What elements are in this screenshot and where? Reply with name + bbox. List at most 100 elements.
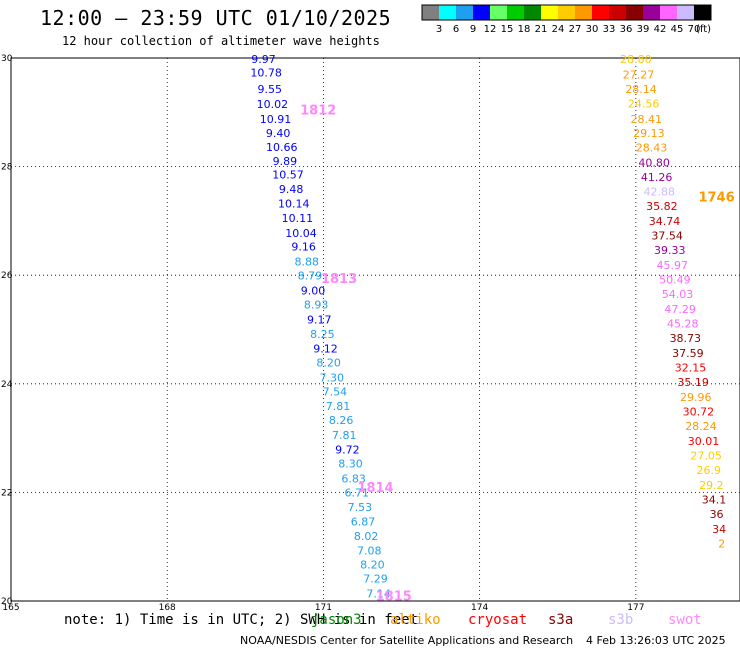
wave-height-label: 10.11 — [282, 212, 314, 225]
wave-height-label: 7.29 — [363, 573, 388, 586]
wave-height-label: 8.79 — [298, 270, 323, 283]
satellite-label-jason3: jason3 — [311, 612, 362, 628]
wave-height-label: 8.20 — [360, 559, 385, 572]
wave-height-label: 7.30 — [320, 371, 345, 384]
wave-height-label: 8.25 — [310, 328, 335, 341]
wave-height-label: 38.73 — [670, 332, 702, 345]
wave-height-label: 28.43 — [636, 142, 668, 155]
legend-tick-label: 9 — [470, 24, 476, 35]
wave-height-label: 29.13 — [633, 127, 665, 140]
time-label: 1812 — [300, 104, 336, 119]
wave-height-label: 10.91 — [260, 113, 292, 126]
legend-tick-label: 70 — [688, 24, 701, 35]
wave-height-label: 9.55 — [258, 83, 283, 96]
wave-height-label: 8.26 — [329, 414, 354, 427]
legend-tick-label: 12 — [484, 24, 497, 35]
wave-height-label: 45.28 — [667, 318, 699, 331]
x-tick-label: 171 — [315, 603, 332, 613]
wave-height-label: 34 — [712, 523, 726, 536]
wave-height-label: 34.1 — [702, 493, 727, 506]
legend-tick-label: 6 — [453, 24, 459, 35]
legend-swatch — [660, 5, 677, 20]
legend-tick-label: 39 — [637, 24, 650, 35]
satellite-label-s3a: s3a — [548, 612, 574, 628]
wave-height-label: 2 — [718, 537, 725, 550]
legend-tick-label: 27 — [569, 24, 582, 35]
wave-height-label: 26.9 — [697, 464, 722, 477]
wave-height-label: 7.53 — [348, 501, 373, 514]
wave-height-label: 7.08 — [357, 545, 382, 558]
legend-swatch — [592, 5, 609, 20]
wave-height-label: 10.66 — [266, 141, 298, 154]
wave-height-label: 35.19 — [677, 376, 709, 389]
wave-height-label: 7.54 — [323, 385, 348, 398]
legend-tick-label: 45 — [671, 24, 684, 35]
wave-height-label: 9.72 — [335, 444, 360, 457]
x-tick-label: 168 — [159, 603, 176, 613]
y-tick-label: 26 — [1, 271, 13, 281]
wave-height-label: 41.26 — [641, 171, 673, 184]
wave-height-label: 7.62 — [369, 602, 394, 615]
wave-height-label: 47.29 — [664, 303, 696, 316]
wave-height-label: 7.14 — [366, 587, 391, 600]
satellite-label-cryosat: cryosat — [468, 612, 528, 628]
wave-height-label: 27.27 — [623, 68, 655, 81]
wave-height-label: 50.49 — [659, 274, 691, 287]
legend-swatch — [541, 5, 558, 20]
legend-tick-label: 30 — [586, 24, 599, 35]
legend-tick-label: 42 — [654, 24, 667, 35]
chart-subtitle: 12 hour collection of altimeter wave hei… — [62, 34, 380, 48]
wave-height-label: 9.12 — [313, 343, 338, 356]
wave-height-label: 9.48 — [279, 183, 304, 196]
wave-height-label: 10.78 — [250, 67, 282, 80]
wave-height-label: 28.41 — [631, 113, 663, 126]
chart-title: 12:00 – 23:59 UTC 01/10/2025 — [40, 6, 392, 30]
wave-height-label: 10.02 — [257, 98, 289, 111]
legend-swatch — [558, 5, 575, 20]
legend-swatch — [422, 5, 439, 20]
y-tick-label: 24 — [1, 380, 13, 390]
wave-height-label: 6.71 — [345, 486, 370, 499]
satellite-label-altiko: altiko — [390, 612, 441, 628]
legend-swatch — [490, 5, 507, 20]
legend-tick-label: (ft) — [696, 24, 711, 35]
wave-height-label: 27.05 — [690, 449, 722, 462]
legend-swatch — [677, 5, 694, 20]
legend-tick-label: 33 — [603, 24, 616, 35]
wave-height-label: 9.16 — [291, 240, 316, 253]
wave-height-label: 6.83 — [341, 472, 366, 485]
wave-height-label: 8.93 — [304, 299, 329, 312]
legend-swatch — [643, 5, 660, 20]
legend-tick-label: 18 — [518, 24, 531, 35]
satellite-label-swot: swot — [668, 612, 702, 628]
x-tick-label: 165 — [2, 603, 19, 613]
wave-height-label: 8.30 — [338, 458, 363, 471]
legend-swatch — [473, 5, 490, 20]
legend-swatch — [626, 5, 643, 20]
wave-height-label: 7.81 — [326, 400, 351, 413]
plot-frame — [10, 57, 740, 602]
wave-height-label: 36 — [710, 508, 724, 521]
y-tick-label: 30 — [1, 54, 13, 64]
legend-swatch — [507, 5, 524, 20]
wave-height-label: 10.57 — [272, 169, 304, 182]
wave-height-label: 9.97 — [251, 53, 276, 66]
wave-height-label: 30.72 — [683, 405, 715, 418]
legend-swatch — [609, 5, 626, 20]
wave-height-label: 37.59 — [672, 347, 704, 360]
legend-tick-label: 36 — [620, 24, 633, 35]
x-tick-label: 177 — [627, 603, 644, 613]
wave-height-label: 8.02 — [354, 530, 379, 543]
wave-height-label: 7.81 — [332, 429, 357, 442]
y-tick-label: 28 — [1, 163, 13, 173]
wave-height-label: 6.87 — [351, 516, 376, 529]
wave-height-label: 30.01 — [688, 435, 720, 448]
wave-height-label: 24.56 — [628, 98, 660, 111]
legend-tick-label: 21 — [535, 24, 548, 35]
y-tick-label: 20 — [1, 597, 13, 607]
wave-height-label: 9.89 — [273, 155, 298, 168]
wave-height-label: 37.54 — [651, 230, 683, 243]
wave-height-label: 8.88 — [295, 256, 320, 269]
wave-height-label: 34.74 — [649, 215, 681, 228]
